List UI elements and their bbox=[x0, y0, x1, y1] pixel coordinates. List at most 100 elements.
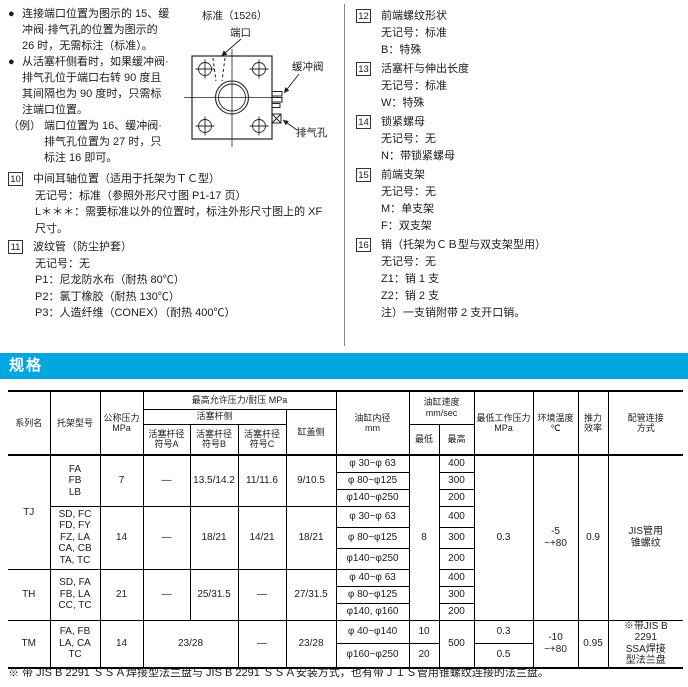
tj-g2-brackets: SD, FC FD, FY FZ, LA CA, CB TA, TC bbox=[49, 505, 101, 570]
tj-th-speed-min: 8 bbox=[408, 454, 440, 621]
tm-vmin-2: 20 bbox=[408, 642, 440, 669]
tm-bore-2: φ160~φ250 bbox=[335, 642, 410, 669]
item-number-box: 14 bbox=[356, 115, 371, 129]
table-footnote: ※ 带 JIS B 2291 ＳＳＡ焊接型法兰盘与 JIS B 2291 ＳＳＡ… bbox=[8, 667, 549, 679]
tj-g2-vmax-1: 400 bbox=[438, 505, 475, 528]
th-rod-c: — bbox=[237, 568, 287, 621]
col-header-min-working-pressure: 最低工作压力 MPa bbox=[473, 390, 534, 456]
item-number-box: 13 bbox=[356, 62, 371, 76]
tj-g2-bore-3: φ140~φ250 bbox=[335, 547, 410, 570]
spec-section-bar: 规格 bbox=[0, 353, 688, 379]
col-header-bracket: 托架型号 bbox=[49, 390, 101, 456]
col-header-rod-b: 活塞杆径 符号B bbox=[189, 423, 239, 456]
bolt-holes bbox=[195, 59, 269, 136]
tm-brackets: FA, FB LA, CA TC bbox=[49, 619, 101, 668]
th-brackets: SD, FA FB, LA CC, TC bbox=[49, 568, 101, 621]
col-header-nominal-pressure: 公称压力 MPa bbox=[99, 390, 144, 456]
col-header-speed-max: 最高 bbox=[438, 423, 475, 456]
col-header-rod-side: 活塞杆侧 bbox=[142, 408, 287, 425]
bleed-port-icon bbox=[271, 113, 282, 124]
th-cap: 27/31.5 bbox=[285, 568, 337, 621]
th-vmax-2: 300 bbox=[438, 585, 475, 604]
bullet-icon: ● bbox=[8, 8, 15, 20]
tj-g2-vmax-3: 200 bbox=[438, 547, 475, 570]
tm-vmax: 500 bbox=[438, 619, 475, 668]
tj-g1-brackets: FA FB LB bbox=[49, 454, 101, 507]
tm-piping: ※带JIS B 2291 SSA焊接 型法兰盘 bbox=[607, 619, 684, 668]
tj-g2-rod-b: 18/21 bbox=[189, 505, 239, 570]
leader-arrows bbox=[221, 38, 300, 131]
note-bullet-1: ● 连接端口位置为图示的 15、缓 冲阀·排气孔的位置为图示的 26 时，无需标… bbox=[8, 6, 184, 54]
tj-g1-rod-a: — bbox=[142, 454, 191, 507]
spec-table: 系列名 托架型号 公称压力 MPa 最高允许压力/耐压 MPa 油缸内径 mm … bbox=[8, 390, 684, 669]
th-rod-b: 25/31.5 bbox=[189, 568, 239, 621]
spec-section-title: 规格 bbox=[9, 357, 44, 374]
bore-circle-inner bbox=[218, 83, 246, 112]
item-13-title: 活塞杆与伸出长度 bbox=[381, 63, 469, 75]
item-16-body: 无记号：无 Z1：销 1 支 Z2：销 2 支 注）一支销附带 2 支开口销。 bbox=[381, 256, 526, 319]
notes-right-column: 12 前端螺纹形状 无记号：标准 B：特殊 13 活塞杆与伸出长度 无记号：标准… bbox=[356, 6, 682, 322]
item-16-pin: 16 销（托架为ＣＢ型与双支架型用） 无记号：无 Z1：销 1 支 Z2：销 2… bbox=[356, 237, 682, 322]
tj-g2-bore-2: φ 80~φ125 bbox=[335, 526, 410, 549]
col-header-ambient-temp: 环境温度 ℃ bbox=[532, 390, 579, 456]
cushion-valve-label: 缓冲阀 bbox=[292, 60, 324, 73]
item-14-lock-nut: 14 锁紧螺母 无记号：无 N：带锁紧螺母 bbox=[356, 114, 682, 165]
note-bullet-2: ● 从活塞杆侧看时，如果缓冲阀· 排气孔位于端口右转 90 度且 其间隔也为 9… bbox=[8, 54, 184, 118]
series-tj: TJ bbox=[8, 454, 51, 570]
item-11-title: 波纹管（防尘护套） bbox=[33, 241, 132, 253]
tj-g1-cap: 9/10.5 bbox=[285, 454, 337, 507]
tj-g1-bore-2: φ 80~φ125 bbox=[335, 471, 410, 490]
col-header-bore: 油缸内径 mm bbox=[335, 390, 410, 456]
item-15-title: 前端支架 bbox=[381, 169, 425, 181]
tm-temp: -10 ~+80 bbox=[532, 619, 579, 668]
tj-g2-cap: 18/21 bbox=[285, 505, 337, 570]
tj-g2-rod-a: — bbox=[142, 505, 191, 570]
col-header-max-pressure: 最高允许压力/耐压 MPa bbox=[142, 390, 337, 410]
note-example: （例） 端口位置为 16、缓冲阀· 排气孔位置为 27 时，只 标注 16 即可… bbox=[8, 118, 184, 166]
item-number-box: 10 bbox=[8, 172, 23, 186]
tj-g2-vmax-2: 300 bbox=[438, 526, 475, 549]
col-header-rod-c: 活塞杆径 符号C bbox=[237, 423, 287, 456]
port-position-notes: ● 连接端口位置为图示的 15、缓 冲阀·排气孔的位置为图示的 26 时，无需标… bbox=[8, 6, 184, 166]
item-12-front-thread: 12 前端螺纹形状 无记号：标准 B：特殊 bbox=[356, 8, 682, 59]
col-header-speed-min: 最低 bbox=[408, 423, 440, 456]
th-vmax-3: 200 bbox=[438, 602, 475, 621]
tm-efficiency: 0.95 bbox=[577, 619, 609, 668]
th-bore-1: φ 40~φ 63 bbox=[335, 568, 410, 587]
bleed-port-label: 排气孔 bbox=[296, 126, 328, 139]
port-hidden-lines bbox=[212, 57, 226, 82]
note-bullet-1-text: 连接端口位置为图示的 15、缓 冲阀·排气孔的位置为图示的 26 时，无需标注（… bbox=[22, 8, 170, 52]
col-header-piping: 配管连接 方式 bbox=[607, 390, 684, 456]
tj-g1-bore-1: φ 30~φ 63 bbox=[335, 454, 410, 473]
item-15-front-bracket: 15 前端支架 无记号：无 M：单支架 F：双支架 bbox=[356, 167, 682, 235]
note-bullet-2-text: 从活塞杆侧看时，如果缓冲阀· 排气孔位于端口右转 90 度且 其间隔也为 90 … bbox=[22, 56, 169, 116]
bore-circle-outer bbox=[214, 80, 250, 115]
tj-g2-nominal: 14 bbox=[99, 505, 144, 570]
note-example-text: 端口位置为 16、缓冲阀· 排气孔位置为 27 时，只 标注 16 即可。 bbox=[44, 120, 162, 164]
item-12-title: 前端螺纹形状 bbox=[381, 10, 447, 22]
th-rod-a: — bbox=[142, 568, 191, 621]
item-16-title: 销（托架为ＣＢ型与双支架型用） bbox=[381, 239, 546, 251]
col-header-rod-a: 活塞杆径 符号A bbox=[142, 423, 191, 456]
item-number-box: 16 bbox=[356, 238, 371, 252]
item-11-body: 无记号：无 P1：尼龙防水布（耐热 80℃） P2：氯丁橡胶（耐热 130℃） … bbox=[35, 257, 236, 320]
item-13-rod-extension: 13 活塞杆与伸出长度 无记号：标准 W：特殊 bbox=[356, 61, 682, 112]
tj-g1-rod-b: 13.5/14.2 bbox=[189, 454, 239, 507]
tj-th-min-wp: 0.3 bbox=[473, 454, 534, 621]
tm-cap: 23/28 bbox=[285, 619, 337, 668]
item-14-title: 锁紧螺母 bbox=[381, 116, 425, 128]
col-header-series: 系列名 bbox=[8, 390, 51, 456]
tj-g1-bore-3: φ140~φ250 bbox=[335, 488, 410, 507]
bullet-icon: ● bbox=[8, 56, 15, 68]
notes-left-column: ● 连接端口位置为图示的 15、缓 冲阀·排气孔的位置为图示的 26 时，无需标… bbox=[8, 6, 344, 322]
item-15-body: 无记号：无 M：单支架 F：双支架 bbox=[381, 186, 436, 232]
series-tm: TM bbox=[8, 619, 51, 668]
tj-g1-vmax-2: 300 bbox=[438, 471, 475, 490]
item-14-body: 无记号：无 N：带锁紧螺母 bbox=[381, 133, 455, 162]
tj-g2-rod-c: 14/21 bbox=[237, 505, 287, 570]
example-label: （例） bbox=[8, 120, 41, 132]
tj-g1-nominal: 7 bbox=[99, 454, 144, 507]
tj-th-efficiency: 0.9 bbox=[577, 454, 609, 621]
col-header-cap-side: 缸盖侧 bbox=[285, 408, 337, 456]
item-10-body: 无记号：标准（参照外形尺寸图 P1-17 页） L＊＊＊：需要标准以外的位置时，… bbox=[35, 189, 323, 235]
